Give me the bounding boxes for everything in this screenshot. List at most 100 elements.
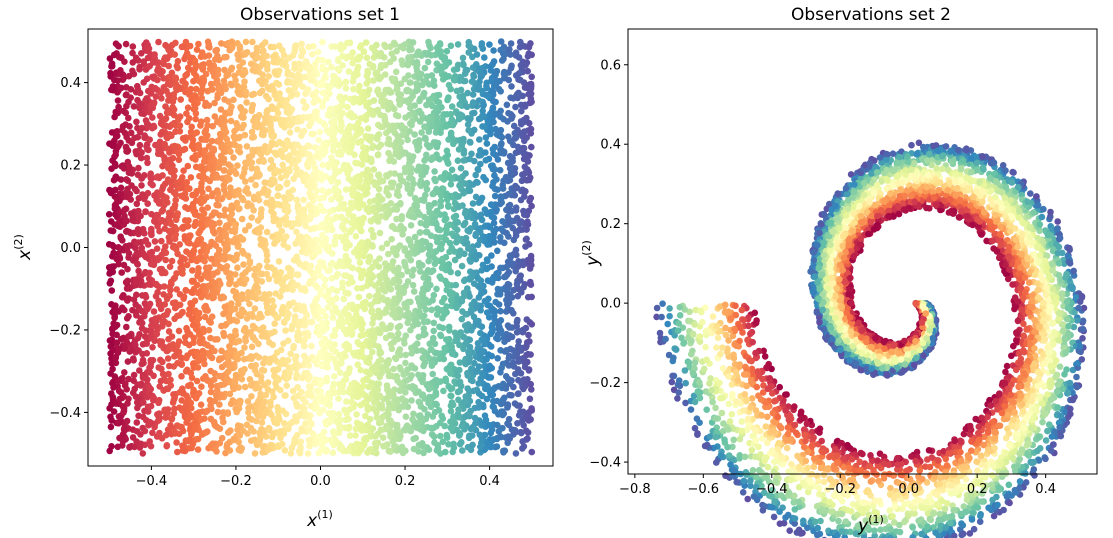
- chart-1-point: [379, 281, 387, 289]
- chart-1-point: [489, 321, 496, 329]
- chart-1-point: [285, 374, 292, 381]
- chart-1-point: [433, 285, 440, 293]
- chart-1-point: [250, 90, 258, 98]
- chart-1-point: [436, 419, 444, 427]
- chart-1-point: [508, 392, 515, 399]
- chart-1-point: [323, 217, 331, 225]
- chart-panel-1: Observations set 1 −0.4 −0.2 0.0 0.2 0.4 −0.…: [12, 5, 554, 531]
- chart-1-point: [304, 86, 312, 93]
- chart-1-point: [345, 415, 352, 423]
- chart-1-point: [181, 334, 189, 341]
- chart-1-point: [172, 39, 179, 47]
- chart-1-point: [478, 194, 486, 202]
- chart-1-point: [442, 264, 450, 271]
- chart-1-point: [383, 202, 391, 210]
- chart-1-point: [211, 113, 219, 120]
- chart-1-point: [321, 348, 329, 356]
- chart-1-point: [366, 86, 373, 94]
- chart-1-point: [358, 227, 365, 235]
- chart-1-point: [123, 323, 130, 331]
- chart-1-point: [186, 306, 193, 313]
- chart-1-point: [220, 77, 228, 85]
- chart-1-point: [497, 264, 504, 272]
- chart-1-point: [419, 443, 427, 450]
- chart-1-point: [141, 132, 148, 139]
- chart-1-point: [355, 139, 362, 146]
- chart-1-point: [364, 403, 372, 411]
- chart-1-point: [133, 291, 140, 299]
- chart-1-point: [503, 101, 511, 109]
- chart-1-point: [187, 300, 194, 307]
- chart-1-point: [199, 81, 206, 88]
- chart-1-point: [114, 97, 122, 104]
- chart-1-point: [234, 264, 241, 272]
- chart-1-point: [399, 131, 407, 139]
- chart-1-point: [341, 226, 348, 233]
- chart-1-point: [184, 162, 192, 170]
- chart-1-point: [362, 132, 370, 140]
- chart-1-point: [274, 314, 282, 322]
- chart-1-point: [298, 132, 305, 139]
- chart-1-point: [257, 151, 265, 158]
- chart-1-point: [162, 414, 169, 421]
- chart-1-point: [162, 103, 169, 110]
- chart-1-point: [512, 450, 520, 457]
- chart-1-point: [171, 142, 179, 150]
- chart-1-point: [509, 154, 516, 162]
- chart-1-point: [270, 43, 278, 51]
- chart-1-point: [161, 140, 168, 148]
- chart-1-point: [221, 206, 229, 213]
- chart-1-point: [464, 321, 472, 328]
- chart-1-point: [138, 124, 146, 132]
- chart-1-point: [204, 204, 211, 211]
- chart-1-point: [464, 372, 472, 379]
- chart-1-point: [259, 449, 267, 456]
- chart-1-point: [277, 346, 285, 354]
- chart-1-point: [203, 136, 210, 144]
- chart-1-point: [410, 445, 418, 453]
- chart-1-point: [384, 106, 392, 113]
- chart-1-point: [129, 434, 137, 441]
- chart-1-point: [252, 401, 260, 409]
- chart-1-point: [158, 95, 165, 102]
- chart-1-point: [337, 118, 345, 126]
- chart-1-point: [120, 261, 128, 269]
- chart-1-point: [198, 383, 205, 391]
- chart-1-point: [354, 285, 361, 292]
- chart-1-point: [272, 70, 280, 78]
- chart-1-point: [522, 188, 529, 195]
- chart-1-point: [447, 42, 455, 50]
- chart-1-point: [351, 314, 359, 322]
- chart-1-point: [322, 66, 330, 74]
- chart-1-point: [507, 307, 515, 314]
- chart-1-point: [309, 50, 316, 58]
- chart-1-point: [366, 60, 374, 68]
- chart-1-point: [435, 99, 443, 106]
- chart-1-point: [257, 270, 264, 278]
- chart-1-point: [285, 189, 293, 196]
- chart-1-point: [439, 53, 447, 61]
- chart-1-point: [522, 344, 530, 351]
- chart-1-point: [493, 397, 501, 405]
- chart-1-point: [430, 393, 437, 401]
- chart-1-point: [290, 342, 298, 350]
- chart-1-point: [133, 187, 140, 195]
- chart-1-point: [152, 292, 160, 300]
- chart-1-point: [241, 227, 249, 234]
- chart-1-point: [456, 114, 463, 121]
- chart-1-point: [144, 189, 152, 197]
- chart-1-point: [506, 324, 513, 331]
- chart-1-point: [224, 140, 232, 147]
- chart-1-point: [165, 320, 172, 328]
- chart-1-point: [497, 234, 504, 241]
- chart-1-point: [443, 47, 451, 55]
- chart-1-point: [491, 192, 499, 200]
- chart-1-point: [218, 195, 225, 203]
- chart-1-point: [413, 80, 421, 87]
- chart-1-point: [388, 184, 396, 191]
- chart-1-point: [117, 184, 125, 192]
- chart-1-point: [505, 281, 513, 289]
- chart-1-point: [366, 292, 373, 300]
- chart-1-point: [449, 424, 456, 432]
- chart-1-point: [375, 144, 382, 151]
